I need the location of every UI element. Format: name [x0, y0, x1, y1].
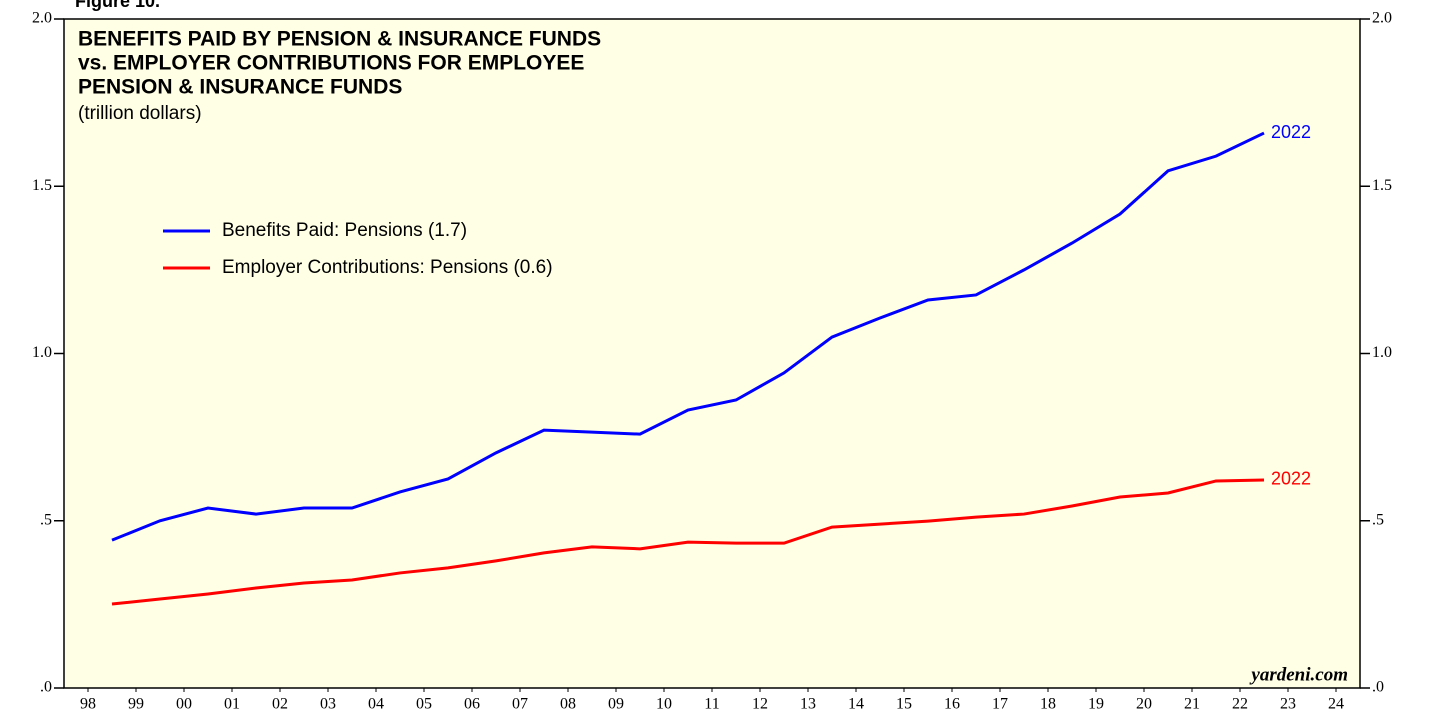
y-tick-label: .0 — [40, 679, 52, 696]
x-tick-label: 07 — [512, 696, 528, 713]
x-tick-label: 19 — [1088, 696, 1104, 713]
x-tick-label: 11 — [704, 696, 719, 713]
y2-tick-label: 1.0 — [1372, 344, 1392, 361]
y-tick-label: 1.0 — [32, 344, 52, 361]
x-tick-label: 02 — [272, 696, 288, 713]
x-tick-label: 16 — [944, 696, 960, 713]
y-tick-label: 1.5 — [32, 177, 52, 194]
x-tick-label: 01 — [224, 696, 240, 713]
chart-title: vs. EMPLOYER CONTRIBUTIONS FOR EMPLOYEE — [78, 52, 584, 75]
x-tick-label: 22 — [1232, 696, 1248, 713]
x-tick-label: 23 — [1280, 696, 1296, 713]
x-tick-label: 04 — [368, 696, 384, 713]
x-tick-label: 13 — [800, 696, 816, 713]
y-tick-label: .5 — [40, 511, 52, 528]
x-tick-label: 09 — [608, 696, 624, 713]
x-tick-label: 00 — [176, 696, 192, 713]
x-tick-label: 12 — [752, 696, 768, 713]
y2-tick-label: 1.5 — [1372, 177, 1392, 194]
chart-subtitle: (trillion dollars) — [78, 103, 202, 124]
x-tick-label: 05 — [416, 696, 432, 713]
plot-area — [63, 18, 1361, 689]
x-tick-label: 99 — [128, 696, 144, 713]
x-tick-label: 10 — [656, 696, 672, 713]
chart-title: BENEFITS PAID BY PENSION & INSURANCE FUN… — [78, 28, 601, 51]
x-tick-label: 98 — [80, 696, 96, 713]
x-tick-label: 06 — [464, 696, 480, 713]
x-tick-label: 17 — [992, 696, 1008, 713]
y2-tick-label: .0 — [1372, 679, 1384, 696]
y2-tick-label: 2.0 — [1372, 10, 1392, 27]
x-tick-label: 15 — [896, 696, 912, 713]
chart-title: PENSION & INSURANCE FUNDS — [78, 76, 402, 99]
line-series — [111, 478, 1265, 606]
legend-label: Benefits Paid: Pensions (1.7) — [222, 220, 467, 241]
figure-label: Figure 10. — [75, 0, 160, 11]
x-tick-label: 24 — [1328, 696, 1344, 713]
source: yardeni.com — [1249, 664, 1348, 685]
y2-tick-label: .5 — [1372, 511, 1384, 528]
x-tick-label: 08 — [560, 696, 576, 713]
end-label: 2022 — [1271, 122, 1311, 142]
x-tick-label: 14 — [848, 696, 864, 713]
x-tick-label: 21 — [1184, 696, 1200, 713]
y-tick-label: 2.0 — [32, 10, 52, 27]
legend-label: Employer Contributions: Pensions (0.6) — [222, 257, 553, 278]
x-tick-label: 18 — [1040, 696, 1056, 713]
line-series — [111, 131, 1265, 542]
x-tick-label: 20 — [1136, 696, 1152, 713]
end-label: 2022 — [1271, 469, 1311, 489]
x-tick-label: 03 — [320, 696, 336, 713]
